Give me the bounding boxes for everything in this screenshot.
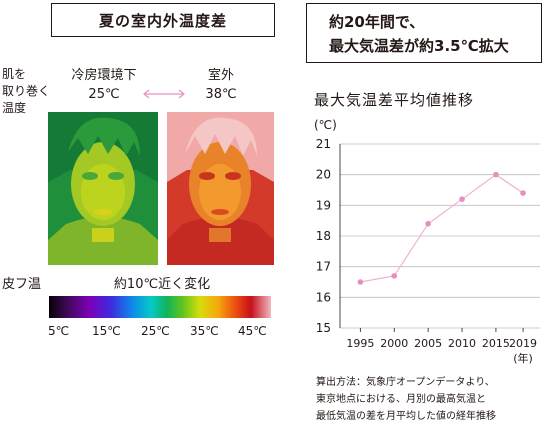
colorbar-tick: 35℃ [190, 324, 219, 338]
method-note: 算出方法：気象庁オープンデータより、 東京地点における、月別の最高気温と 最低気… [316, 374, 544, 425]
series-line [360, 173, 524, 283]
skin-temp-label: 皮フ温 [2, 277, 42, 292]
y-tick-label: 17 [316, 260, 331, 274]
headline-line: 約20年間で、 [329, 13, 425, 31]
chart-title: 最大気温差平均値推移 [314, 91, 475, 109]
data-point [459, 196, 465, 202]
note-line: 算出方法：気象庁オープンデータより、 [316, 377, 495, 388]
headline-line: 最大気温差が約3.5℃拡大 [329, 37, 509, 55]
y-axis-label: (℃) [314, 118, 337, 132]
indoor-thermal-image [48, 112, 158, 265]
line-chart: (℃) 15 16 17 18 19 20 21 1995 2000 2005 2010 2015 201… [314, 118, 540, 365]
headline-box: 約20年間で、 最大気温差が約3.5℃拡大 [306, 3, 542, 63]
y-tick-label: 16 [316, 290, 331, 304]
note-line: 最低気温の差を月平均した値の経年推移 [316, 411, 496, 422]
x-tick-label: 2015 [482, 337, 510, 350]
y-tick-label: 20 [316, 168, 331, 182]
x-tick-label: 2019 [509, 337, 537, 350]
y-tick-label: 18 [316, 229, 331, 243]
data-point [425, 220, 431, 227]
side-label: 肌を 取り巻く 温度 [2, 66, 52, 117]
data-point [520, 190, 526, 196]
y-tick-label: 19 [316, 198, 331, 212]
x-tick-label: 1995 [346, 337, 374, 350]
side-label-line: 肌を [2, 67, 27, 81]
left-panel-title: 夏の室内外温度差 [51, 3, 275, 37]
indoor-label-group: 冷房環境下 25℃ [59, 66, 149, 104]
outdoor-temp: 38℃ [205, 87, 237, 102]
y-tick-label: 21 [316, 137, 331, 151]
outdoor-label: 室外 [207, 68, 234, 83]
data-point [391, 273, 398, 279]
colorbar-tick: 25℃ [141, 324, 170, 338]
note-line: 東京地点における、月別の最高気温と [316, 394, 486, 405]
colorbar-tick: 15℃ [92, 324, 121, 338]
x-tick-label: 2010 [448, 337, 476, 350]
side-label-line: 温度 [2, 101, 27, 115]
x-axis-label: (年) [513, 351, 533, 365]
indoor-label: 冷房環境下 [71, 68, 137, 83]
indoor-temp: 25℃ [88, 87, 120, 102]
data-point [357, 279, 364, 285]
outdoor-label-group: 室外 38℃ [185, 66, 257, 104]
colorbar-tick: 45℃ [238, 324, 267, 338]
data-point [493, 171, 499, 178]
temperature-colorbar [49, 296, 271, 318]
colorbar-tick: 5℃ [48, 324, 70, 338]
x-tick-label: 2005 [414, 337, 442, 350]
change-label: 約10℃近く変化 [113, 277, 211, 292]
x-tick-label: 2000 [380, 337, 408, 350]
side-label-line: 取り巻く [2, 84, 51, 98]
y-tick-label: 15 [316, 321, 331, 335]
double-arrow-icon [143, 89, 185, 99]
outdoor-thermal-image [167, 112, 274, 265]
